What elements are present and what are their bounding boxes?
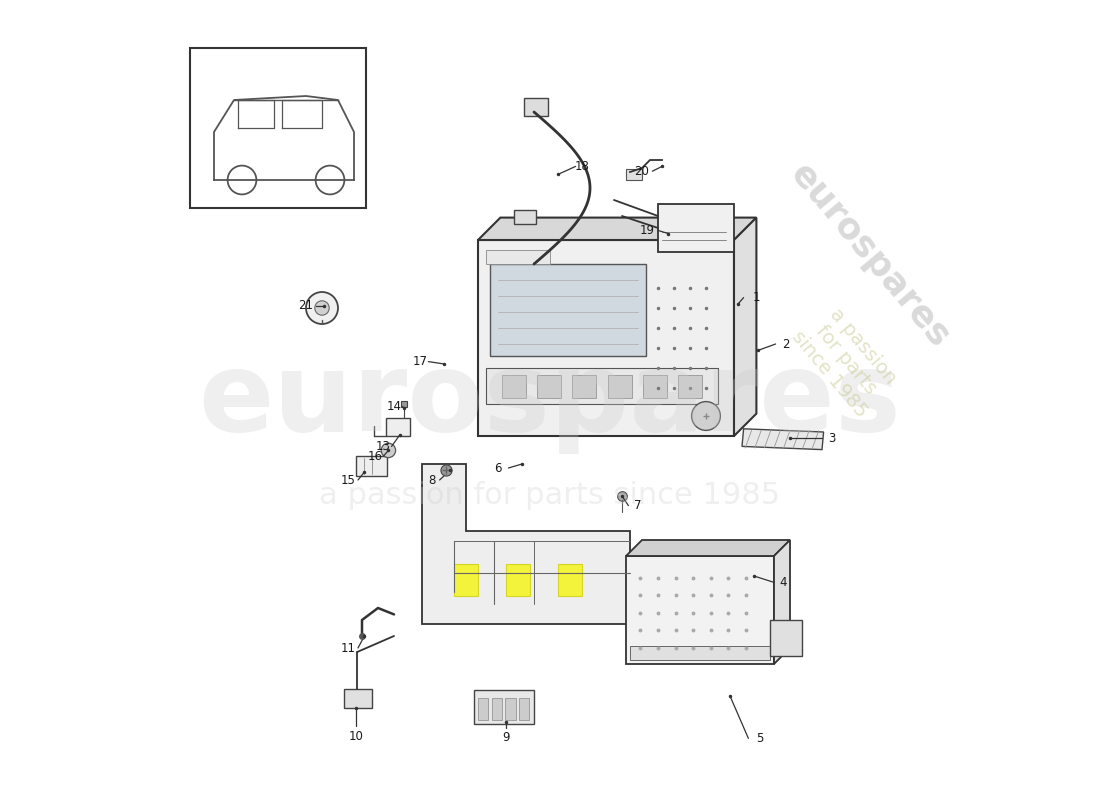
Text: 15: 15 xyxy=(341,474,355,486)
Text: a passion for parts since 1985: a passion for parts since 1985 xyxy=(319,482,781,510)
Text: eurospares: eurospares xyxy=(783,158,957,354)
Polygon shape xyxy=(626,540,790,556)
Text: 10: 10 xyxy=(349,730,364,743)
Polygon shape xyxy=(626,556,774,664)
Bar xyxy=(454,564,478,596)
Bar xyxy=(343,689,372,708)
Bar xyxy=(630,646,770,660)
Text: 1: 1 xyxy=(752,291,760,304)
Bar xyxy=(486,368,718,404)
Text: 7: 7 xyxy=(635,499,641,512)
Circle shape xyxy=(315,301,329,315)
Bar xyxy=(490,264,646,356)
Bar xyxy=(190,48,366,208)
Bar xyxy=(478,698,488,720)
Bar xyxy=(502,375,526,398)
Bar xyxy=(658,204,734,252)
Bar xyxy=(505,698,516,720)
Bar xyxy=(519,698,529,720)
Bar xyxy=(537,375,561,398)
Text: 20: 20 xyxy=(635,165,649,178)
Bar xyxy=(506,564,530,596)
Text: 3: 3 xyxy=(828,432,835,445)
Text: 9: 9 xyxy=(503,731,509,744)
Bar xyxy=(558,564,582,596)
Bar xyxy=(492,698,502,720)
Bar xyxy=(474,690,534,724)
Text: a passion
for parts
since 1985: a passion for parts since 1985 xyxy=(788,299,904,421)
Circle shape xyxy=(306,292,338,324)
Text: 13: 13 xyxy=(376,440,390,453)
Bar xyxy=(486,250,550,264)
Polygon shape xyxy=(478,218,757,240)
Text: 14: 14 xyxy=(386,400,402,413)
Text: 11: 11 xyxy=(341,642,356,654)
Text: 4: 4 xyxy=(780,576,788,589)
Polygon shape xyxy=(734,218,757,436)
Text: 5: 5 xyxy=(756,732,763,745)
Text: 6: 6 xyxy=(494,462,502,474)
Bar xyxy=(356,456,387,476)
Bar xyxy=(642,375,667,398)
Polygon shape xyxy=(742,429,824,450)
Bar xyxy=(524,98,548,116)
Polygon shape xyxy=(774,540,790,664)
Text: 16: 16 xyxy=(368,450,383,462)
Bar xyxy=(607,375,631,398)
Polygon shape xyxy=(478,240,734,436)
Bar xyxy=(572,375,596,398)
Text: 17: 17 xyxy=(412,355,428,368)
Text: eurospares: eurospares xyxy=(199,346,901,454)
Text: 21: 21 xyxy=(298,299,314,312)
Bar xyxy=(678,375,702,398)
Circle shape xyxy=(382,443,396,458)
Circle shape xyxy=(692,402,720,430)
Text: 18: 18 xyxy=(574,160,590,173)
Bar xyxy=(386,418,410,436)
Bar xyxy=(770,620,802,656)
Bar xyxy=(514,210,537,224)
Polygon shape xyxy=(422,464,662,624)
Text: 8: 8 xyxy=(428,474,436,486)
Bar xyxy=(626,169,642,180)
Text: 2: 2 xyxy=(782,338,790,350)
Text: 19: 19 xyxy=(640,224,656,237)
